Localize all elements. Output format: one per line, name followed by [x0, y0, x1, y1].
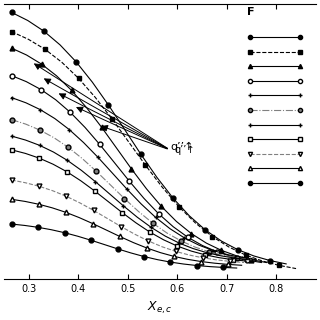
Text: q’’↑: q’’↑	[170, 142, 193, 152]
Text: F: F	[247, 7, 255, 17]
Text: q’’↑: q’’↑	[175, 145, 195, 155]
X-axis label: $X_{e,c}$: $X_{e,c}$	[147, 300, 173, 316]
